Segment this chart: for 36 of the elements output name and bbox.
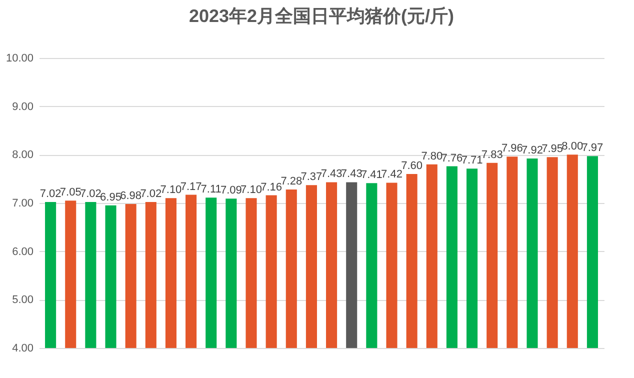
- data-label: 7.09: [220, 184, 242, 197]
- chart-title: 2023年2月全国日平均猪价(元/斤): [188, 6, 454, 26]
- data-label: 7.10: [160, 184, 182, 196]
- y-tick-label: 9.00: [12, 100, 34, 113]
- data-label: 7.76: [441, 152, 463, 164]
- data-label: 7.83: [481, 148, 503, 161]
- data-label: 7.02: [80, 188, 102, 200]
- data-label: 7.05: [60, 186, 82, 199]
- data-label: 7.60: [401, 160, 423, 172]
- y-tick-label: 10.00: [6, 52, 34, 64]
- data-label: 7.43: [340, 168, 362, 180]
- data-label: 7.41: [360, 169, 382, 182]
- data-label: 7.02: [140, 188, 162, 200]
- y-tick-label: 6.00: [12, 246, 34, 258]
- data-label: 6.95: [100, 191, 122, 204]
- data-label: 7.80: [421, 150, 443, 162]
- data-label: 7.10: [240, 184, 262, 196]
- data-label: 7.96: [501, 142, 523, 155]
- data-label: 8.00: [562, 140, 584, 153]
- data-label: 7.92: [522, 144, 543, 157]
- data-label: 7.02: [40, 188, 62, 200]
- y-tick-label: 7.00: [12, 198, 34, 210]
- y-tick-label: 5.00: [12, 294, 34, 306]
- data-label: 7.71: [461, 154, 483, 167]
- data-label: 7.97: [582, 142, 604, 154]
- data-label: 7.95: [542, 143, 564, 156]
- y-tick-label: 4.00: [12, 342, 34, 354]
- data-label: 7.28: [280, 175, 302, 188]
- data-label: 7.42: [381, 168, 402, 181]
- data-label: 7.37: [300, 171, 322, 184]
- data-label: 7.16: [260, 181, 282, 194]
- y-tick-label: 8.00: [12, 149, 34, 162]
- data-label: 7.11: [200, 184, 222, 196]
- data-label: 7.43: [320, 168, 342, 180]
- data-label: 7.17: [180, 180, 202, 193]
- data-label: 6.98: [120, 190, 142, 202]
